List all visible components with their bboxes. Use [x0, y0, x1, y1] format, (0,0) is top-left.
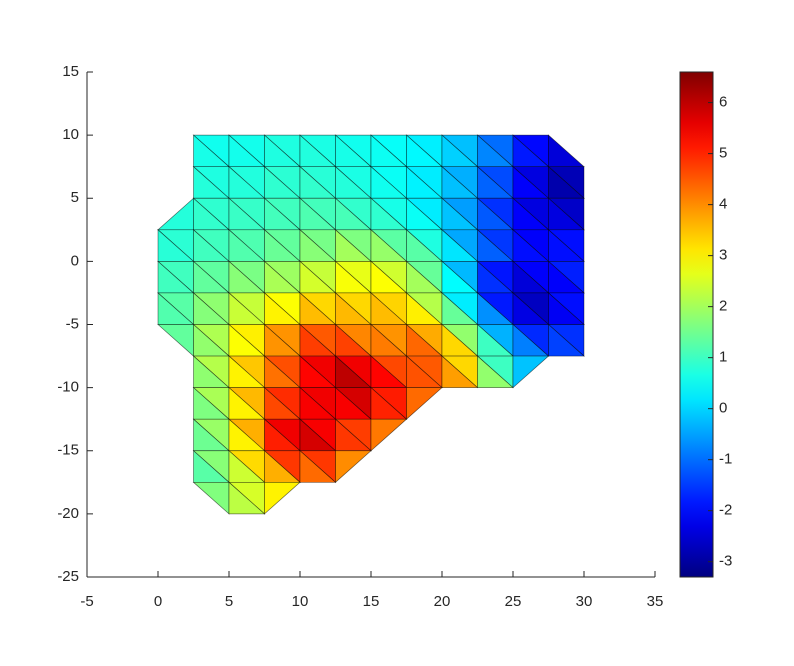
colorbar-tick-label: -3	[719, 553, 732, 570]
triangle	[370, 418, 408, 452]
y-tick-label: -20	[57, 505, 79, 522]
colorbar-tick-label: 3	[719, 247, 727, 264]
x-tick-label: 0	[154, 593, 162, 610]
colorbar-tick-label: 0	[719, 400, 727, 417]
x-tick-label: 25	[505, 593, 522, 610]
y-tick-label: 0	[71, 252, 79, 269]
colorbar-tick-label: 2	[719, 298, 727, 315]
triangle	[548, 323, 585, 357]
colorbar-tick-label: -1	[719, 451, 732, 468]
x-tick-label: 30	[576, 593, 593, 610]
y-tick-label: -5	[66, 315, 79, 332]
triangle	[299, 449, 337, 483]
x-tick-label: 15	[363, 593, 380, 610]
colorbar-tick-label: 4	[719, 196, 727, 213]
mesh	[157, 134, 585, 515]
axes: -5 0 5 10 15 20 25 30 35-25-20-15-10-5051015-3-2…	[57, 63, 732, 610]
x-tick-label: 5	[225, 593, 233, 610]
triangle	[335, 450, 372, 484]
triangle	[406, 387, 443, 420]
triangle	[477, 355, 514, 388]
colorbar	[679, 71, 714, 578]
y-tick-label: -15	[57, 442, 79, 459]
x-tick-label: -5	[80, 593, 93, 610]
colorbar-tick-label: 1	[719, 349, 727, 366]
y-tick-label: 10	[62, 126, 79, 143]
colorbar-tick-label: 6	[719, 94, 727, 111]
colorbar-tick-label: -2	[719, 502, 732, 519]
triangle	[264, 481, 301, 515]
y-tick-label: -25	[57, 568, 79, 585]
colorbar-tick-label: 5	[719, 145, 727, 162]
y-tick-label: 15	[62, 63, 79, 80]
x-tick-label: 10	[292, 593, 309, 610]
y-tick-label: -10	[57, 379, 79, 396]
triangle	[441, 355, 479, 388]
x-tick-label: 20	[434, 593, 451, 610]
x-tick-label: 35	[647, 593, 664, 610]
y-tick-label: 5	[71, 189, 79, 206]
triangle	[512, 355, 550, 389]
triangle	[228, 481, 266, 515]
